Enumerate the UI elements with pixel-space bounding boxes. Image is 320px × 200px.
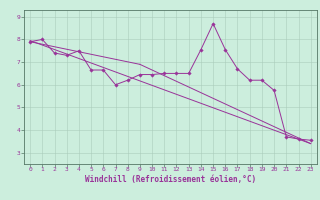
- X-axis label: Windchill (Refroidissement éolien,°C): Windchill (Refroidissement éolien,°C): [85, 175, 256, 184]
